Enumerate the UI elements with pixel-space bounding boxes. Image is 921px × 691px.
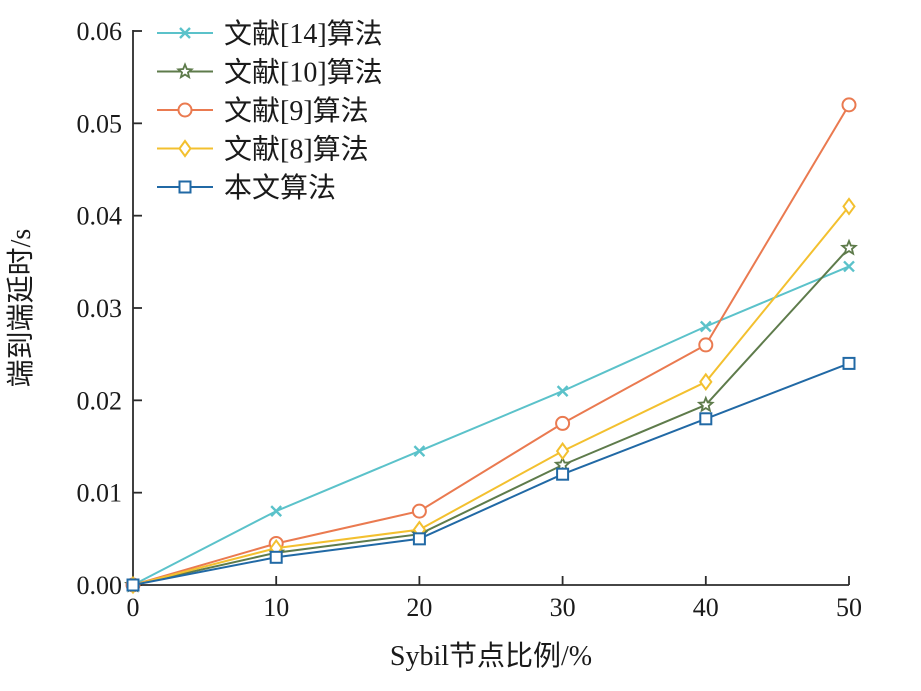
marker-star [176, 62, 194, 80]
x-axis-title: Sybil节点比例/% [390, 640, 592, 672]
marker-square [126, 578, 140, 592]
data-series-group [124, 97, 858, 595]
marker-diamond [178, 139, 192, 158]
series-line [132, 205, 850, 586]
series-文献[8]算法 [126, 197, 856, 595]
marker-square [412, 532, 426, 546]
y-tick-label: 0.01 [77, 479, 123, 508]
legend-item-文献[8]算法: 文献[8]算法 [157, 134, 369, 166]
series-文献[10]算法 [124, 238, 858, 593]
y-axis-ticks: 0.00 0.01 0.02 0.03 0.04 0.05 0.06 [77, 17, 142, 600]
x-tick-label: 20 [406, 593, 432, 622]
marker-diamond [555, 441, 570, 461]
series-本文算法 [126, 356, 856, 592]
legend-label: 文献[10]算法 [224, 57, 383, 89]
marker-square [556, 467, 570, 481]
marker-x [699, 320, 712, 333]
y-tick-label: 0.00 [77, 571, 123, 600]
legend-item-文献[14]算法: 文献[14]算法 [157, 18, 383, 50]
x-tick-label: 50 [836, 593, 862, 622]
marker-circle [698, 337, 714, 353]
marker-star [840, 238, 858, 256]
series-line [132, 104, 850, 586]
marker-x [179, 27, 191, 39]
legend-label: 文献[14]算法 [224, 18, 383, 50]
y-tick-label: 0.05 [77, 109, 123, 138]
y-tick-label: 0.02 [77, 386, 123, 415]
legend-item-文献[9]算法: 文献[9]算法 [157, 95, 369, 127]
marker-square [699, 412, 713, 426]
x-axis-ticks: 0 10 20 30 40 50 [127, 576, 862, 622]
legend-item-本文算法: 本文算法 [157, 172, 336, 204]
x-tick-label: 30 [550, 593, 576, 622]
marker-circle [177, 102, 193, 118]
marker-x [556, 385, 569, 397]
y-tick-label: 0.04 [77, 202, 123, 231]
marker-square [842, 356, 856, 370]
marker-x [413, 445, 426, 457]
x-tick-label: 40 [693, 593, 719, 622]
marker-star [696, 395, 715, 413]
legend-label: 本文算法 [224, 172, 336, 204]
legend-item-文献[10]算法: 文献[10]算法 [157, 57, 383, 89]
series-line [132, 265, 850, 586]
marker-square [178, 180, 192, 194]
series-文献[14]算法 [127, 260, 855, 591]
x-tick-label: 10 [263, 593, 289, 622]
marker-circle [555, 415, 571, 431]
marker-circle [841, 97, 857, 113]
y-tick-label: 0.03 [77, 294, 123, 323]
series-line [132, 247, 850, 586]
marker-circle [411, 503, 427, 519]
x-tick-label: 0 [127, 593, 140, 622]
y-axis-title: 端到端延时/s [5, 229, 37, 388]
marker-x [270, 505, 283, 517]
legend-label: 文献[8]算法 [224, 134, 369, 166]
marker-x [843, 260, 855, 273]
legend-label: 文献[9]算法 [224, 95, 369, 127]
marker-square [269, 550, 283, 564]
marker-diamond [842, 197, 856, 216]
marker-diamond [699, 372, 713, 392]
series-line [132, 362, 850, 586]
y-tick-label: 0.06 [77, 17, 123, 46]
